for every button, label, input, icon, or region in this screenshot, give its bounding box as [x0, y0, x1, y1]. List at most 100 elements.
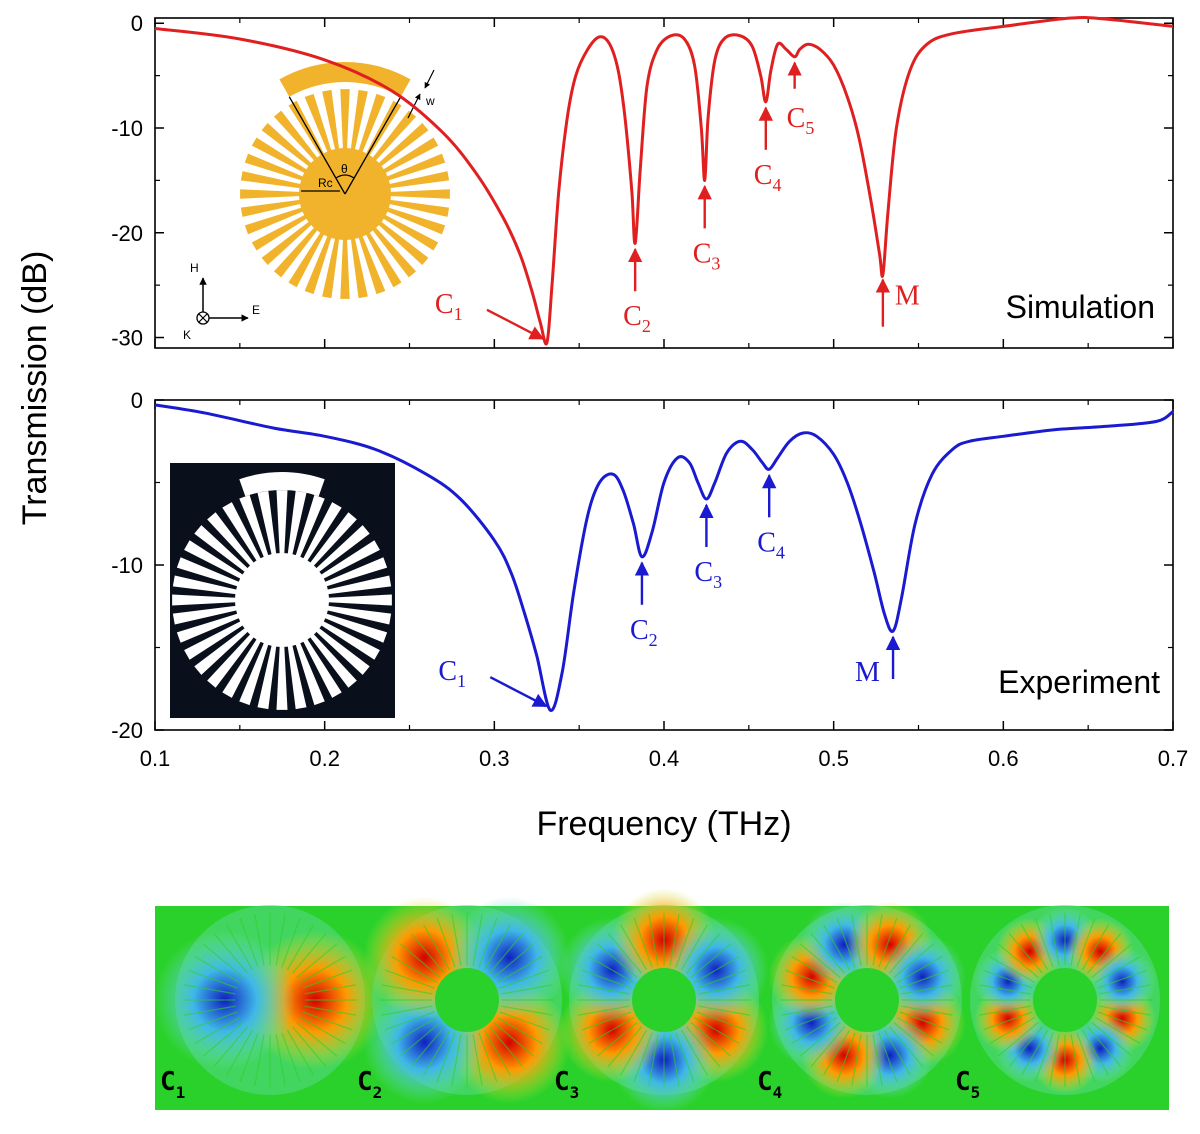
h-axis-label: H: [190, 261, 199, 275]
photo-spoke: [324, 613, 388, 643]
spoke-gap: [810, 1026, 845, 1067]
spoke-gap: [899, 969, 950, 989]
spoke-gap: [1091, 943, 1132, 978]
spoke-gap: [893, 943, 934, 978]
spoke-gap: [878, 1032, 898, 1083]
spoke-gap: [578, 1005, 630, 1016]
spoke-gap: [619, 1029, 648, 1076]
spoke-gap: [496, 1016, 543, 1045]
spoke-gap: [872, 1034, 883, 1086]
theta-line-left: [288, 96, 346, 195]
spoke-gap: [982, 1011, 1033, 1031]
spoke: [340, 89, 350, 151]
spoke-gap: [800, 1022, 841, 1057]
spoke-gap: [899, 1011, 950, 1031]
photo-spoke: [257, 490, 277, 556]
spoke: [322, 236, 340, 299]
spoke-gap: [239, 917, 259, 968]
spoke-gap: [578, 984, 630, 995]
w-label: w: [425, 94, 435, 108]
x-tick-label: 0.2: [309, 746, 340, 771]
spoke-gap: [254, 1034, 265, 1086]
mode-panel: C3: [554, 888, 768, 1112]
spoke-gap: [187, 1011, 238, 1031]
spoke: [340, 237, 350, 299]
spoke: [244, 207, 305, 235]
spoke-gap: [501, 1005, 553, 1016]
annotation-label: M: [855, 657, 880, 688]
spoke: [377, 122, 429, 168]
mode-panel: C4: [757, 901, 966, 1102]
photo-spoke: [315, 627, 370, 675]
spoke: [251, 137, 308, 174]
spoke-gap: [680, 924, 709, 971]
spoke-gap: [989, 1016, 1036, 1045]
spoke-gap: [979, 984, 1031, 995]
spoke-gap: [781, 1005, 833, 1016]
spoke-gap: [496, 955, 543, 984]
sample-photo-inset: [170, 463, 395, 718]
spoke-gap: [451, 914, 462, 966]
spoke-gap: [669, 1034, 680, 1086]
spoke-gap: [982, 969, 1033, 989]
mode-subscript: 3: [570, 1083, 580, 1102]
spoke-gap: [675, 1032, 695, 1083]
spoke: [385, 207, 446, 235]
spoke: [387, 199, 450, 217]
photo-spoke: [309, 633, 357, 688]
spoke-gap: [597, 1022, 638, 1057]
annotation-label: C2: [623, 301, 651, 336]
y-tick-label: -20: [111, 718, 143, 743]
sim-panel-title: Simulation: [1006, 289, 1155, 325]
photo-spoke: [194, 627, 249, 675]
spoke-gap: [302, 969, 353, 989]
field-lobe: [1088, 947, 1157, 1016]
annotation-subscript: 3: [711, 253, 720, 273]
x-tick-label: 0.4: [649, 746, 680, 771]
spoke-gap: [896, 955, 943, 984]
spoke-gap: [281, 1032, 301, 1083]
y-axis-label: Transmission (dB): [16, 251, 54, 526]
exp-ticks: 0 -10 -20 0.1 0.2 0.3 0.4 0.5 0.6 0.7: [111, 388, 1188, 771]
mode-subscript: 2: [373, 1083, 383, 1102]
spoke-gap: [810, 933, 845, 974]
photo-spoke: [172, 575, 238, 595]
y-tick-label: 0: [131, 11, 143, 36]
experiment-curve: [154, 403, 1174, 712]
spoke-gap: [1087, 933, 1122, 974]
mode-panel: C5: [955, 905, 1160, 1102]
spoke-gap: [693, 1016, 740, 1045]
spoke-gap: [836, 1032, 856, 1083]
annotation-subscript: 2: [649, 630, 658, 650]
spoke: [273, 226, 319, 278]
arc-bar: [279, 61, 411, 97]
spoke-gap: [791, 1016, 838, 1045]
spoke-gap: [1091, 1022, 1132, 1057]
mode-field-panels: C1 C2 C3 C4 C5: [155, 888, 1160, 1112]
photo-spoke: [222, 502, 262, 562]
spoke-gap: [696, 969, 747, 989]
spoke-gap: [194, 1016, 241, 1045]
spoke-gap: [299, 1016, 346, 1045]
spoke-gap: [1081, 924, 1110, 971]
annotation-subscript: 2: [642, 316, 651, 336]
photo-spoke: [287, 644, 307, 710]
spoke-gap: [1097, 1011, 1148, 1031]
spoke-gap: [686, 933, 721, 974]
spoke-gap: [304, 984, 356, 995]
photo-spoke: [324, 557, 388, 587]
photo-spoke: [172, 594, 237, 606]
spoke-gap: [225, 1029, 254, 1076]
spoke-gap: [275, 1034, 286, 1086]
spoke-gap: [690, 943, 731, 978]
spoke-gap: [698, 984, 750, 995]
y-tick-label: -30: [111, 326, 143, 351]
spoke: [322, 89, 340, 152]
spoke-gap: [878, 917, 898, 968]
annotation-subscript: 5: [805, 118, 814, 138]
w-marker: [424, 69, 435, 89]
spoke-gap: [304, 1005, 356, 1016]
spoke-gap: [499, 1011, 550, 1031]
